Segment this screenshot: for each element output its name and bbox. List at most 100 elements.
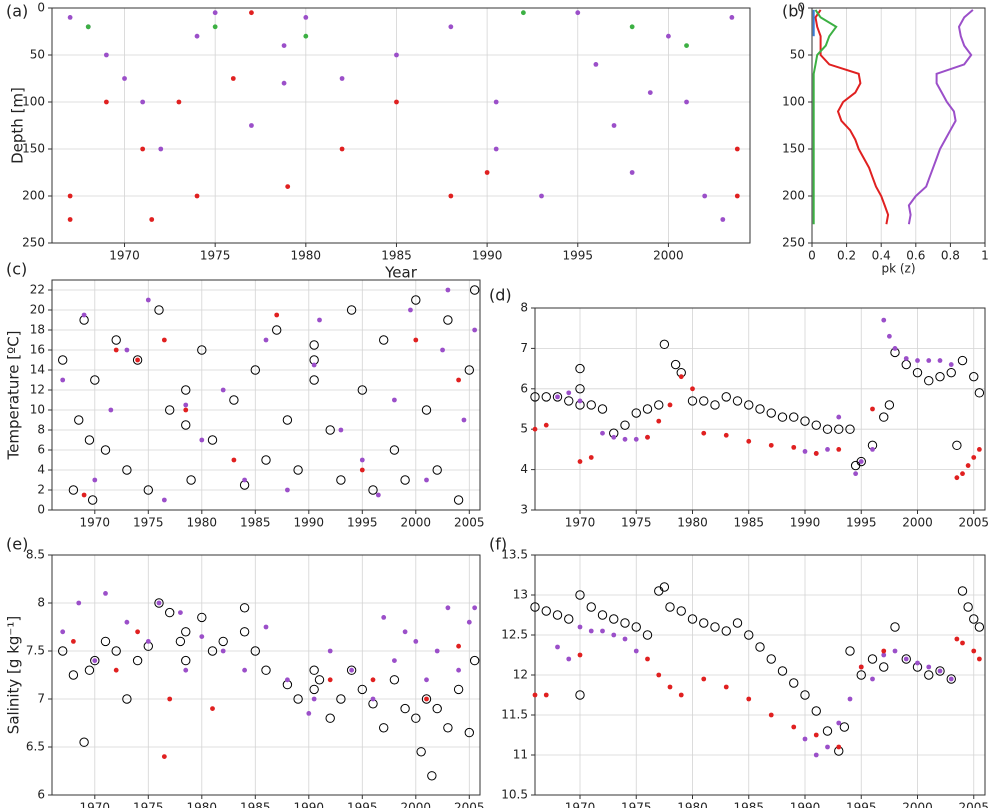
data-point [76, 600, 82, 606]
data-point [645, 656, 650, 662]
x-tick-label: 2000 [401, 516, 432, 530]
data-point [552, 392, 563, 402]
y-tick-label: 12 [30, 383, 45, 397]
x-tick-label: 2000 [401, 801, 432, 808]
data-point [67, 217, 73, 222]
data-point [633, 436, 639, 442]
data-point [135, 629, 141, 635]
data-point [611, 632, 617, 638]
data-point [879, 412, 889, 422]
data-point [111, 335, 121, 345]
data-point [629, 170, 635, 175]
data-point [687, 614, 698, 624]
data-point [108, 407, 114, 413]
data-point [122, 694, 132, 704]
data-point [263, 624, 269, 630]
data-point [850, 460, 861, 471]
data-point [124, 619, 130, 625]
data-point [969, 614, 979, 624]
x-tick-label: 1995 [846, 801, 877, 808]
data-point [346, 305, 357, 315]
data-point [690, 386, 695, 392]
data-point [181, 420, 191, 430]
data-point [282, 415, 293, 425]
data-point [890, 622, 900, 632]
data-point [111, 646, 121, 656]
y-tick-label: 50 [30, 48, 45, 62]
data-point [416, 747, 426, 757]
data-point [306, 711, 312, 716]
data-point [676, 606, 686, 616]
data-point [84, 665, 95, 675]
data-point [472, 327, 478, 333]
data-point [530, 392, 540, 402]
data-point [723, 684, 729, 690]
x-tick-label: 1980 [291, 249, 322, 263]
data-point [734, 146, 740, 152]
data-point [90, 655, 100, 666]
data-point [926, 664, 932, 670]
y-tick-label: 50 [790, 48, 805, 62]
data-point [847, 696, 853, 702]
y-tick-label: 0 [37, 1, 45, 15]
data-point [541, 392, 551, 402]
data-point [976, 656, 982, 662]
data-point [453, 684, 464, 695]
data-point [231, 457, 237, 463]
panel-label: (b) [782, 2, 805, 21]
data-point [845, 646, 855, 656]
data-point [566, 656, 572, 662]
data-point [881, 317, 887, 323]
data-point [281, 43, 287, 48]
data-point [339, 76, 345, 81]
data-point [389, 445, 400, 455]
data-point [802, 449, 808, 454]
data-point [937, 668, 943, 674]
y-tick-label: 2 [37, 483, 45, 497]
x-tick-label: 0.4 [872, 249, 891, 263]
y-tick-label: 6 [37, 788, 45, 802]
data-point [445, 605, 451, 611]
data-point [642, 404, 653, 414]
data-point [484, 170, 490, 175]
data-point [802, 736, 808, 742]
data-point [469, 655, 480, 666]
profile-line [907, 9, 974, 225]
panel-label: (e) [6, 535, 28, 554]
x-tick-label: 1970 [565, 801, 596, 808]
y-tick-label: 250 [22, 236, 45, 250]
data-point [100, 636, 111, 647]
data-point [132, 355, 143, 365]
y-tick-label: 100 [782, 95, 805, 109]
x-tick-label: 1 [981, 249, 989, 263]
data-point [212, 10, 218, 16]
data-point [293, 694, 303, 704]
x-tick-label: 2005 [454, 801, 485, 808]
data-point [789, 678, 799, 688]
data-point [822, 726, 833, 736]
y-tick-label: 12.5 [501, 628, 528, 642]
data-point [588, 455, 594, 460]
plot-frame [51, 7, 751, 244]
data-point [325, 713, 335, 723]
data-point [777, 412, 788, 422]
data-point [678, 374, 684, 380]
data-point [309, 684, 319, 695]
data-point [443, 315, 453, 325]
data-point [338, 427, 344, 433]
data-point [140, 146, 146, 152]
data-point [210, 706, 215, 711]
data-point [175, 636, 186, 647]
y-axis-label: Temperature [ºC] [5, 330, 23, 460]
y-tick-label: 16 [30, 343, 45, 357]
data-point [132, 655, 143, 666]
data-point [952, 440, 962, 451]
data-point [822, 424, 833, 434]
y-tick-label: 0 [797, 1, 805, 15]
data-point [656, 418, 662, 424]
x-tick-label: 2000 [902, 801, 933, 808]
plot-frame [811, 7, 986, 244]
x-tick-label: 1985 [240, 516, 271, 530]
y-tick-label: 5 [520, 422, 528, 436]
data-point [620, 618, 630, 628]
